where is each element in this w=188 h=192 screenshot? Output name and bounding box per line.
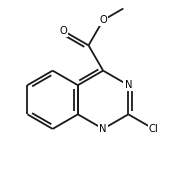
Text: O: O <box>59 26 67 36</box>
Text: N: N <box>99 124 107 134</box>
Text: Cl: Cl <box>149 124 158 134</box>
Text: O: O <box>99 15 107 25</box>
Text: N: N <box>125 80 132 90</box>
